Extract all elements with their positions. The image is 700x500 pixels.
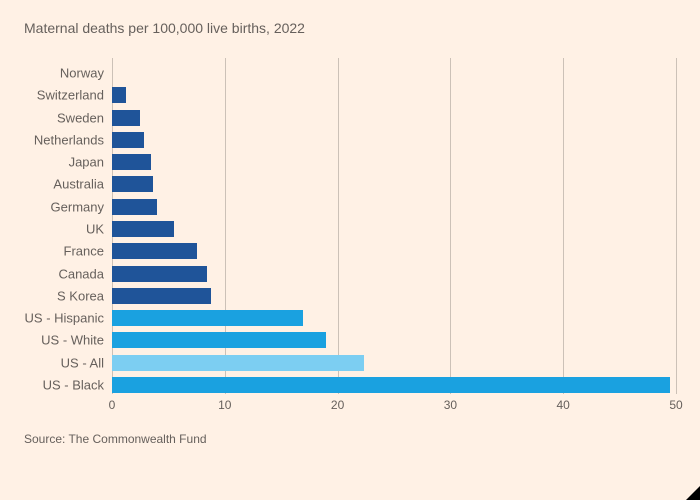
- bar-row: Switzerland: [112, 86, 676, 104]
- bar-label: Germany: [51, 199, 104, 214]
- x-tick-label: 0: [109, 398, 116, 412]
- bar-label: Australia: [53, 177, 104, 192]
- bar-row: Sweden: [112, 109, 676, 127]
- x-tick-label: 40: [557, 398, 570, 412]
- bar: [112, 266, 207, 282]
- bar-row: S Korea: [112, 287, 676, 305]
- plot-area: Norway Switzerland Sweden Netherlands Japan A…: [112, 58, 676, 418]
- bar: [112, 132, 144, 148]
- bar: [112, 221, 174, 237]
- bar-row: US - White: [112, 331, 676, 349]
- bar: [112, 87, 126, 103]
- chart-subtitle: Maternal deaths per 100,000 live births,…: [24, 20, 676, 36]
- bar-label: Japan: [69, 155, 104, 170]
- bar-row: Norway: [112, 64, 676, 82]
- bar-row: Germany: [112, 198, 676, 216]
- bar-label: S Korea: [57, 288, 104, 303]
- bar: [112, 355, 364, 371]
- bar: [112, 288, 211, 304]
- bar-label: Norway: [60, 66, 104, 81]
- x-tick-label: 30: [444, 398, 457, 412]
- ft-logo-corner: [686, 486, 700, 500]
- bar-label: US - White: [41, 333, 104, 348]
- bar: [112, 199, 157, 215]
- bar-row: UK: [112, 220, 676, 238]
- bar-label: US - Black: [43, 377, 104, 392]
- gridline: [676, 58, 677, 394]
- bars-group: Norway Switzerland Sweden Netherlands Japan A…: [112, 64, 676, 394]
- bar-row: US - All: [112, 354, 676, 372]
- bar: [112, 110, 140, 126]
- source-text: Source: The Commonwealth Fund: [24, 432, 676, 446]
- bar: [112, 377, 670, 393]
- bar-row: US - Hispanic: [112, 309, 676, 327]
- bar: [112, 332, 326, 348]
- x-axis: 01020304050: [112, 394, 676, 418]
- bar-row: Netherlands: [112, 131, 676, 149]
- x-tick-label: 10: [218, 398, 231, 412]
- bar: [112, 243, 197, 259]
- x-tick-label: 20: [331, 398, 344, 412]
- chart-container: Maternal deaths per 100,000 live births,…: [0, 0, 700, 462]
- bar-label: Netherlands: [34, 132, 104, 147]
- x-tick-label: 50: [669, 398, 682, 412]
- bar-label: France: [64, 244, 104, 259]
- bar-row: Japan: [112, 153, 676, 171]
- bar-label: Switzerland: [37, 88, 104, 103]
- bar-row: France: [112, 242, 676, 260]
- bar-label: Sweden: [57, 110, 104, 125]
- bar: [112, 176, 153, 192]
- bar-label: UK: [86, 221, 104, 236]
- bar: [112, 310, 303, 326]
- bar: [112, 154, 151, 170]
- bar-label: US - Hispanic: [25, 311, 104, 326]
- bar-row: US - Black: [112, 376, 676, 394]
- bar-label: US - All: [61, 355, 104, 370]
- bar-label: Canada: [58, 266, 104, 281]
- bar-row: Canada: [112, 265, 676, 283]
- bar-row: Australia: [112, 175, 676, 193]
